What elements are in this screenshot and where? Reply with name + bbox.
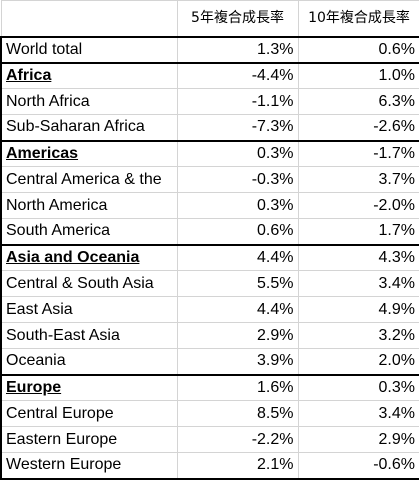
table-row-south-america: South America 0.6% 1.7% xyxy=(0,218,419,245)
region-heading: Europe xyxy=(6,378,62,396)
header-row: 5年複合成長率 10年複合成長率 xyxy=(0,0,419,37)
cell-5yr-value[interactable]: 4.4% xyxy=(176,243,299,271)
region-heading: Asia and Oceania xyxy=(6,248,140,266)
table-row-oceania: Oceania 3.9% 2.0% xyxy=(0,348,419,375)
cell-region-name[interactable]: Americas xyxy=(0,139,178,167)
table-row-world-total: World total 1.3% 0.6% xyxy=(0,35,419,63)
cell-5yr-value[interactable]: 5.5% xyxy=(176,270,299,297)
cell-10yr-value[interactable]: 0.3% xyxy=(297,373,419,401)
cell-region-name[interactable]: Central Europe xyxy=(0,400,178,427)
cell-10yr-value[interactable]: 1.0% xyxy=(297,61,419,89)
cell-region-name[interactable]: Europe xyxy=(0,373,178,401)
cell-region-name[interactable]: North America xyxy=(0,192,178,219)
cell-region-name[interactable]: North Africa xyxy=(0,88,178,115)
cell-10yr-value[interactable]: -2.0% xyxy=(297,192,419,219)
cell-10yr-value[interactable]: 2.0% xyxy=(297,348,419,375)
table-row-americas: Americas 0.3% -1.7% xyxy=(0,139,419,167)
table-row-western-europe: Western Europe 2.1% -0.6% xyxy=(0,452,419,480)
table-row-eastern-europe: Eastern Europe -2.2% 2.9% xyxy=(0,426,419,453)
cell-region-name[interactable]: South America xyxy=(0,218,178,245)
cell-5yr-value[interactable]: 2.9% xyxy=(176,322,299,349)
cell-region-name[interactable]: East Asia xyxy=(0,296,178,323)
spreadsheet-table: 5年複合成長率 10年複合成長率 World total 1.3% 0.6% A… xyxy=(0,0,419,480)
cell-region-name[interactable]: World total xyxy=(0,35,178,63)
cell-10yr-value[interactable]: 3.7% xyxy=(297,166,419,193)
cell-region-name[interactable]: South-East Asia xyxy=(0,322,178,349)
table-row-central-south-asia: Central & South Asia 5.5% 3.4% xyxy=(0,270,419,297)
header-cell-10yr-cagr[interactable]: 10年複合成長率 xyxy=(297,0,419,37)
cell-5yr-value[interactable]: 2.1% xyxy=(176,452,299,480)
table-row-south-east-asia: South-East Asia 2.9% 3.2% xyxy=(0,322,419,349)
cell-region-name[interactable]: Western Europe xyxy=(0,452,178,480)
cell-region-name[interactable]: Oceania xyxy=(0,348,178,375)
cell-10yr-value[interactable]: 3.4% xyxy=(297,270,419,297)
table-row-europe: Europe 1.6% 0.3% xyxy=(0,373,419,401)
cell-5yr-value[interactable]: -1.1% xyxy=(176,88,299,115)
cell-5yr-value[interactable]: 3.9% xyxy=(176,348,299,375)
cell-10yr-value[interactable]: 3.2% xyxy=(297,322,419,349)
cell-5yr-value[interactable]: -4.4% xyxy=(176,61,299,89)
table-row-central-europe: Central Europe 8.5% 3.4% xyxy=(0,400,419,427)
cell-10yr-value[interactable]: -2.6% xyxy=(297,114,419,141)
table-row-north-america: North America 0.3% -2.0% xyxy=(0,192,419,219)
region-heading: Americas xyxy=(6,144,79,162)
cell-region-name[interactable]: Central America & the xyxy=(0,166,178,193)
cell-10yr-value[interactable]: -1.7% xyxy=(297,139,419,167)
cell-10yr-value[interactable]: 6.3% xyxy=(297,88,419,115)
table-row-central-america: Central America & the -0.3% 3.7% xyxy=(0,166,419,193)
cell-5yr-value[interactable]: -2.2% xyxy=(176,426,299,453)
cell-10yr-value[interactable]: 1.7% xyxy=(297,218,419,245)
cell-10yr-value[interactable]: 4.9% xyxy=(297,296,419,323)
cell-region-name[interactable]: Sub-Saharan Africa xyxy=(0,114,178,141)
cell-10yr-value[interactable]: 2.9% xyxy=(297,426,419,453)
cell-5yr-value[interactable]: -0.3% xyxy=(176,166,299,193)
cell-5yr-value[interactable]: 4.4% xyxy=(176,296,299,323)
cell-5yr-value[interactable]: 8.5% xyxy=(176,400,299,427)
cell-5yr-value[interactable]: 1.6% xyxy=(176,373,299,401)
cell-10yr-value[interactable]: 0.6% xyxy=(297,35,419,63)
header-cell-5yr-cagr[interactable]: 5年複合成長率 xyxy=(176,0,299,37)
cell-5yr-value[interactable]: 0.3% xyxy=(176,192,299,219)
cell-5yr-value[interactable]: 0.3% xyxy=(176,139,299,167)
cell-5yr-value[interactable]: 1.3% xyxy=(176,35,299,63)
cell-10yr-value[interactable]: 4.3% xyxy=(297,243,419,271)
table-row-asia-and-oceania: Asia and Oceania 4.4% 4.3% xyxy=(0,243,419,271)
cell-10yr-value[interactable]: -0.6% xyxy=(297,452,419,480)
cell-5yr-value[interactable]: 0.6% xyxy=(176,218,299,245)
cell-region-name[interactable]: Africa xyxy=(0,61,178,89)
cell-5yr-value[interactable]: -7.3% xyxy=(176,114,299,141)
cell-region-name[interactable]: Asia and Oceania xyxy=(0,243,178,271)
cell-region-name[interactable]: Eastern Europe xyxy=(0,426,178,453)
table-row-sub-saharan-africa: Sub-Saharan Africa -7.3% -2.6% xyxy=(0,114,419,141)
cell-10yr-value[interactable]: 3.4% xyxy=(297,400,419,427)
table-row-north-africa: North Africa -1.1% 6.3% xyxy=(0,88,419,115)
table-row-east-asia: East Asia 4.4% 4.9% xyxy=(0,296,419,323)
header-cell-name[interactable] xyxy=(0,0,178,37)
region-heading: Africa xyxy=(6,66,52,84)
table-row-africa: Africa -4.4% 1.0% xyxy=(0,61,419,89)
cell-region-name[interactable]: Central & South Asia xyxy=(0,270,178,297)
